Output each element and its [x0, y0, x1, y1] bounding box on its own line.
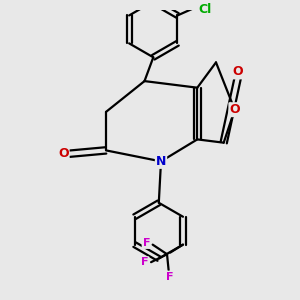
Text: F: F [141, 257, 148, 267]
Text: F: F [167, 272, 174, 281]
Text: O: O [58, 147, 69, 160]
Text: N: N [156, 155, 166, 168]
Text: O: O [233, 65, 243, 78]
Text: O: O [230, 103, 240, 116]
Text: F: F [142, 238, 150, 248]
Text: Cl: Cl [198, 3, 211, 16]
